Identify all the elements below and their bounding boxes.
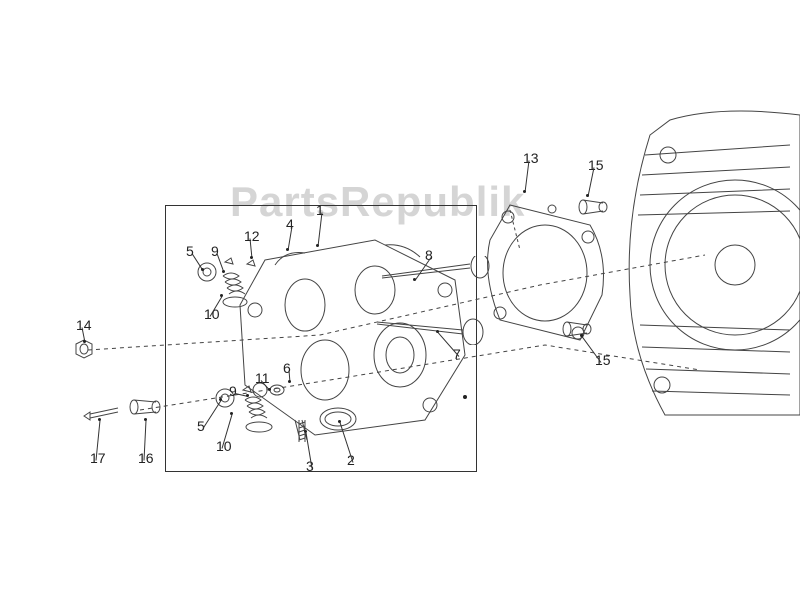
leader-tip-7 [436, 330, 439, 333]
diagram-canvas: PartsRepublik [0, 0, 800, 600]
leader-tip-8 [413, 278, 416, 281]
leader-tip-9 [222, 270, 225, 273]
leader-tip-10 [220, 294, 223, 297]
leader-tip-15 [586, 194, 589, 197]
callout-14: 14 [76, 317, 92, 333]
axis-line [70, 200, 710, 430]
ref-dot [463, 395, 467, 399]
leader-tip-4 [286, 248, 289, 251]
leader-tip-3 [304, 430, 307, 433]
leader-tip-5 [201, 268, 204, 271]
leader-tip-5 [219, 398, 222, 401]
leader-tip-2 [338, 420, 341, 423]
leader-tip-1 [316, 244, 319, 247]
callout-15: 15 [595, 352, 611, 368]
leader-tip-17 [98, 418, 101, 421]
leader-tip-15 [580, 334, 583, 337]
leader-tip-10 [230, 412, 233, 415]
leader-tip-12 [250, 256, 253, 259]
callout-15: 15 [588, 157, 604, 173]
callout-13: 13 [523, 150, 539, 166]
leader-tip-9 [246, 394, 249, 397]
leader-tip-16 [144, 418, 147, 421]
callout-1: 1 [316, 202, 324, 218]
leader-tip-14 [83, 340, 86, 343]
leader-tip-13 [523, 190, 526, 193]
callout-16: 16 [138, 450, 154, 466]
leader-tip-11 [268, 388, 271, 391]
callout-17: 17 [90, 450, 106, 466]
leader-tip-6 [288, 380, 291, 383]
callout-9: 9 [229, 383, 237, 399]
callout-12: 12 [244, 228, 260, 244]
